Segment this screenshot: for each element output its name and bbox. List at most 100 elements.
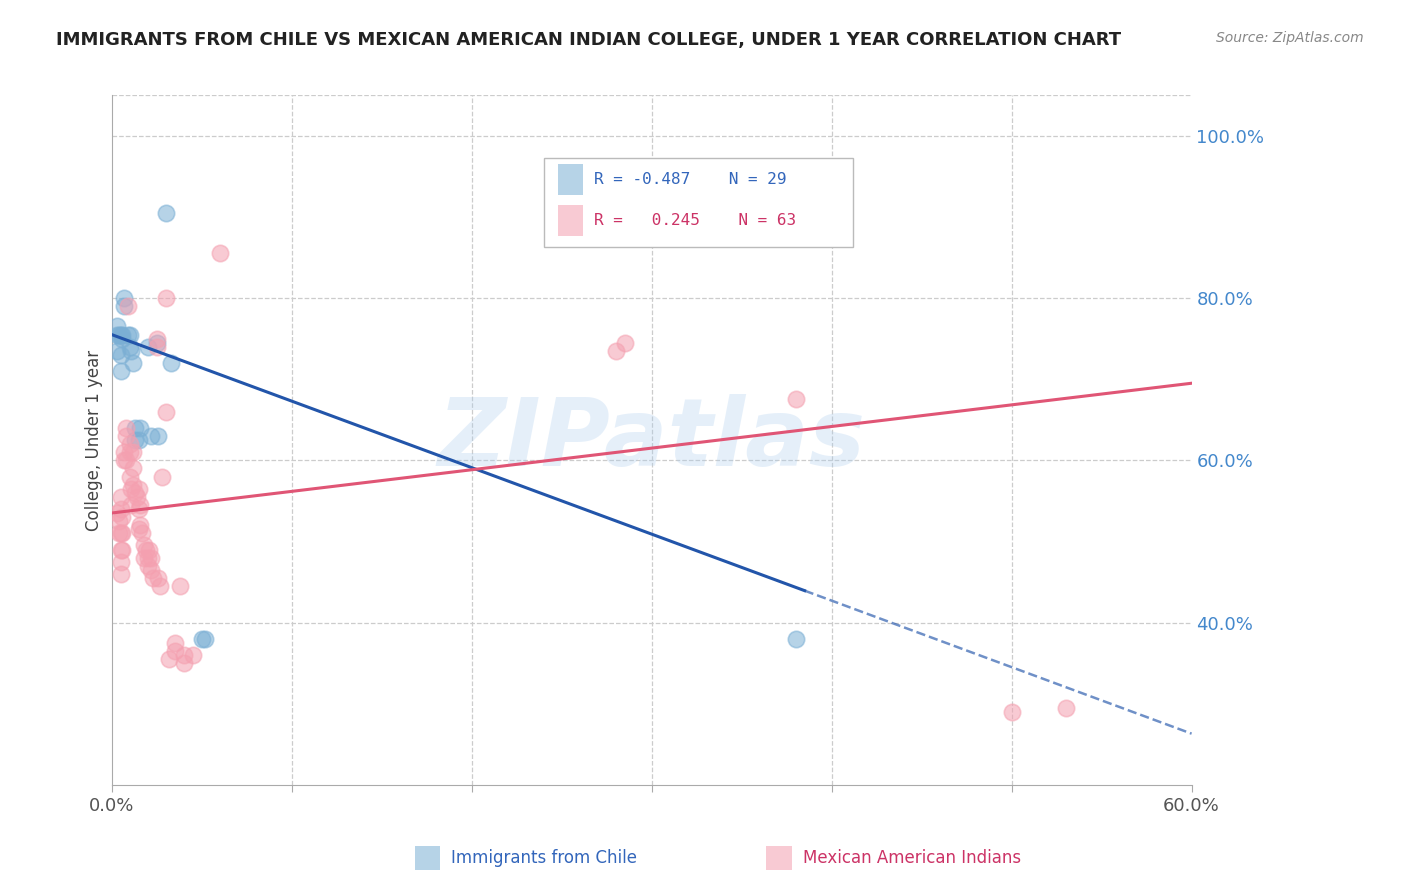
Point [118,327,141,342]
Point [120,343,142,358]
Point [110,542,132,557]
Point [111,510,134,524]
Point [613,335,636,350]
Point [141,429,163,443]
Point [1054,700,1077,714]
Point [150,469,173,483]
Point [110,327,132,342]
Point [155,206,177,220]
Point [142,571,165,585]
Point [124,485,146,500]
Point [117,299,139,313]
Point [194,632,217,646]
Point [108,514,131,528]
Point [1000,705,1022,719]
Point [105,506,128,520]
Point [111,526,134,541]
Point [122,445,145,459]
Point [173,648,195,662]
Point [120,482,142,496]
Point [149,579,172,593]
Point [105,319,128,334]
Text: Source: ZipAtlas.com: Source: ZipAtlas.com [1216,31,1364,45]
Point [112,291,135,305]
Point [157,652,180,666]
Point [132,550,155,565]
Point [112,453,135,467]
Point [605,343,627,358]
Point [129,421,152,435]
Y-axis label: College, Under 1 year: College, Under 1 year [86,350,103,531]
Point [115,453,138,467]
Point [148,571,170,585]
Point [111,332,134,346]
Point [118,437,141,451]
Text: IMMIGRANTS FROM CHILE VS MEXICAN AMERICAN INDIAN COLLEGE, UNDER 1 YEAR CORRELATI: IMMIGRANTS FROM CHILE VS MEXICAN AMERICA… [56,31,1122,49]
Point [132,539,155,553]
Point [128,502,150,516]
Point [118,469,141,483]
Point [128,433,150,447]
Point [124,433,146,447]
Point [136,340,159,354]
Point [122,356,145,370]
Point [135,542,157,557]
Point [129,518,152,533]
Point [141,563,163,577]
Point [111,542,134,557]
Point [181,648,204,662]
Point [112,299,135,313]
Point [110,348,132,362]
Point [785,632,807,646]
Point [169,579,191,593]
Point [110,526,132,541]
Point [124,421,146,435]
Point [138,542,160,557]
Point [160,356,183,370]
Point [145,340,167,354]
Point [108,327,131,342]
Point [131,526,153,541]
Point [122,461,145,475]
Text: ZIPatlas: ZIPatlas [437,394,866,486]
Point [128,522,150,536]
Point [136,558,159,573]
Point [141,550,163,565]
Point [145,332,167,346]
Point [115,421,138,435]
Point [163,636,186,650]
Text: Mexican American Indians: Mexican American Indians [803,849,1021,867]
Point [111,327,134,342]
Point [136,550,159,565]
Text: R = -0.487    N = 29: R = -0.487 N = 29 [595,172,787,187]
Point [155,291,177,305]
Point [112,445,135,459]
Point [163,644,186,658]
Point [785,392,807,407]
Point [155,404,177,418]
Point [208,246,231,260]
Point [115,429,138,443]
Point [190,632,212,646]
Point [145,335,167,350]
Point [110,566,132,581]
Point [117,327,139,342]
Point [105,343,128,358]
Point [110,364,132,378]
Point [108,526,131,541]
Point [110,502,132,516]
Point [129,498,152,512]
Point [122,477,145,491]
Text: Immigrants from Chile: Immigrants from Chile [451,849,637,867]
Point [125,490,148,504]
Text: R =   0.245    N = 63: R = 0.245 N = 63 [595,213,796,228]
Point [128,482,150,496]
Point [120,498,142,512]
Point [118,340,141,354]
Point [173,656,195,670]
Point [118,445,141,459]
Point [105,327,128,342]
Point [110,490,132,504]
Point [110,555,132,569]
Point [148,429,170,443]
